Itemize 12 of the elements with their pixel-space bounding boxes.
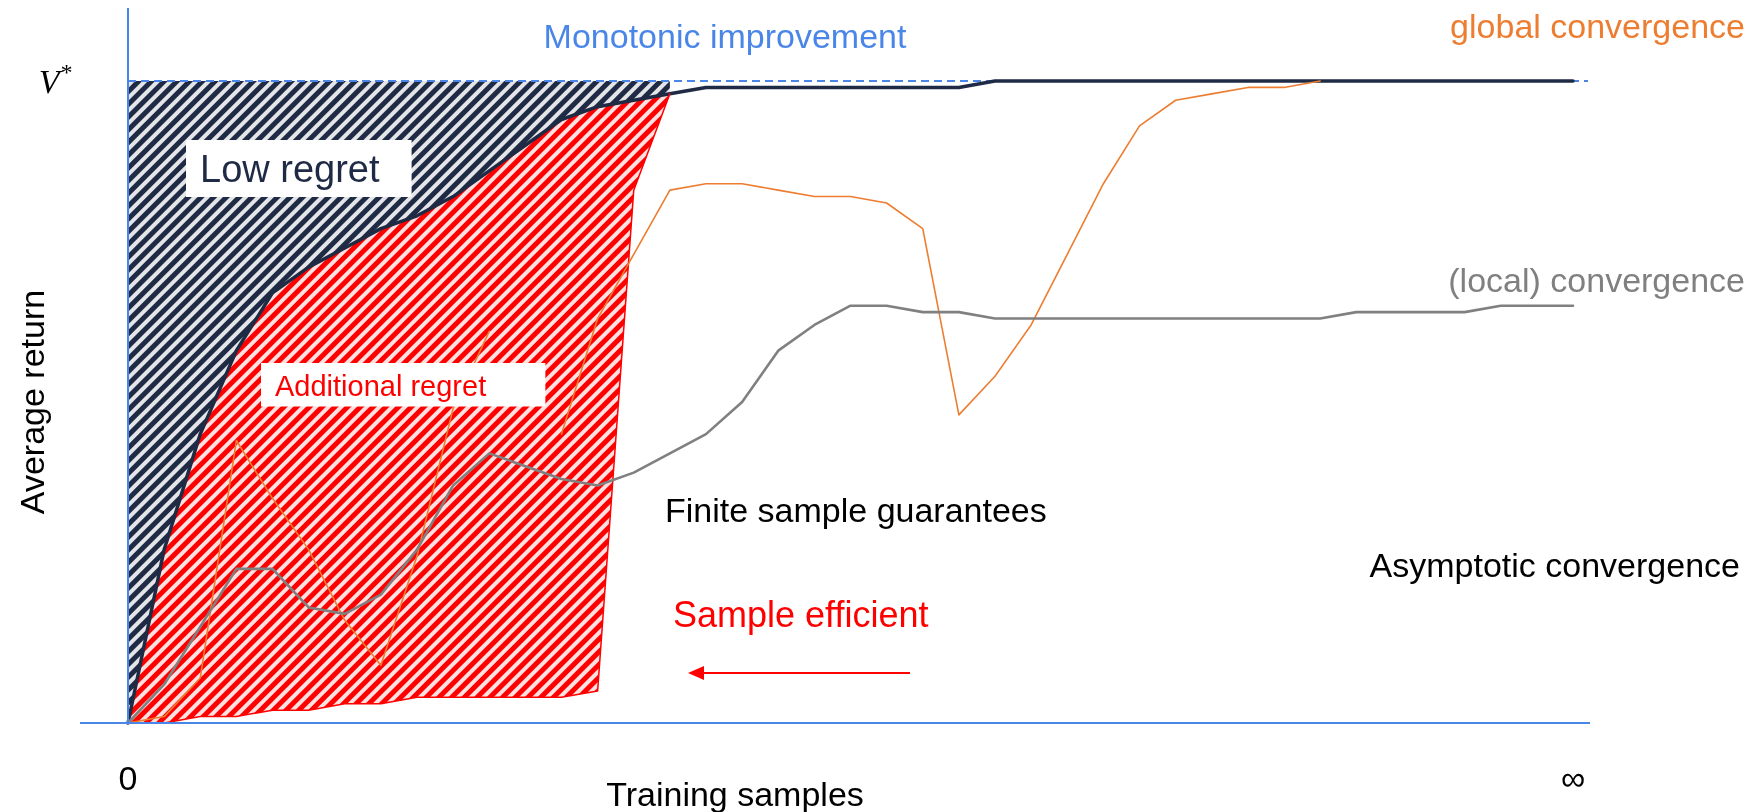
- x-tick-label: 0: [118, 759, 138, 797]
- ref-line-label: V$^{*}$: [38, 59, 72, 100]
- x-tick-label: ∞: [1560, 759, 1586, 797]
- annotation: Asymptotic convergence: [1369, 546, 1740, 584]
- chart-title: Monotonic improvement: [543, 17, 907, 55]
- text: global convergence: [1450, 7, 1745, 45]
- series-label: (local) convergence: [1448, 261, 1745, 299]
- annotation: Finite sample guarantees: [665, 491, 1047, 529]
- annotation: Sample efficient: [673, 594, 929, 635]
- annotation: Low regret: [200, 148, 380, 190]
- annotation: Additional regret: [275, 370, 487, 402]
- y-axis-title: Average return: [13, 289, 51, 515]
